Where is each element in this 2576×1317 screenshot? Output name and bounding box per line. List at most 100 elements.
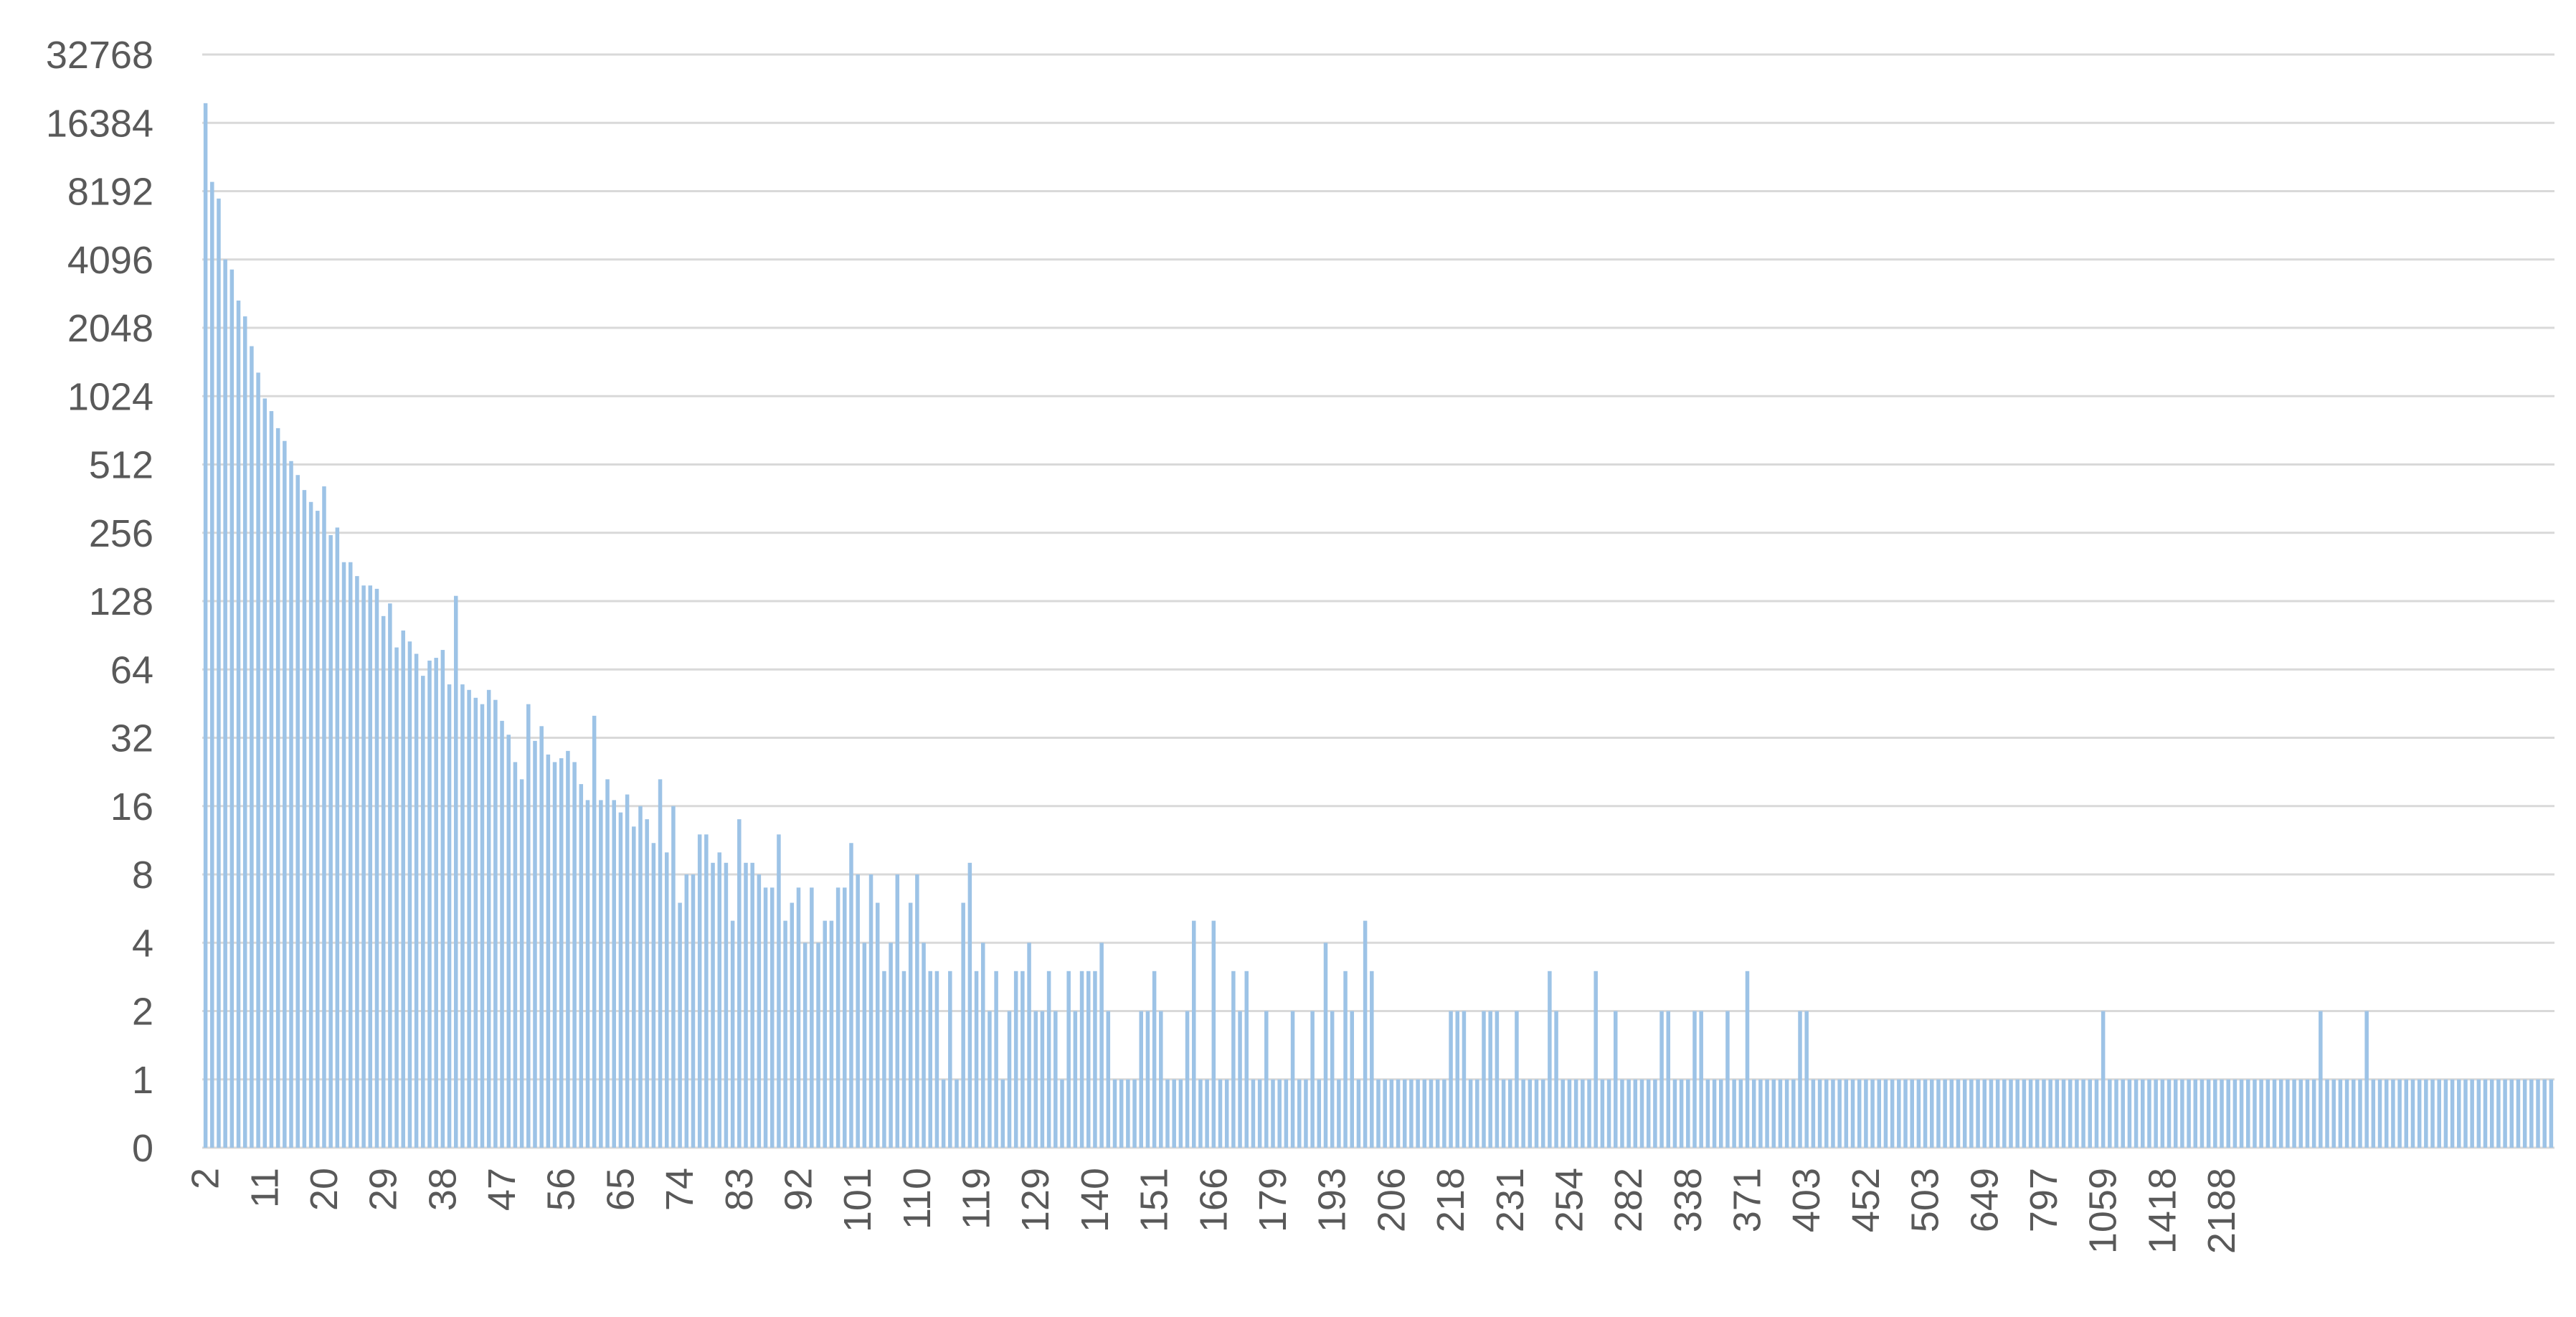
bar bbox=[1370, 971, 1374, 1148]
bar bbox=[500, 720, 504, 1148]
bar bbox=[1633, 1079, 1638, 1148]
bar bbox=[283, 440, 287, 1148]
bar bbox=[2272, 1079, 2277, 1148]
bar bbox=[1976, 1079, 1980, 1148]
bar bbox=[599, 800, 603, 1148]
y-tick-label: 128 bbox=[89, 580, 153, 623]
bar bbox=[1337, 1079, 1341, 1148]
x-tick-label: 282 bbox=[1607, 1168, 1650, 1232]
bar bbox=[2404, 1079, 2409, 1148]
bar bbox=[335, 527, 340, 1148]
bar bbox=[1290, 1011, 1295, 1148]
bar bbox=[289, 461, 293, 1148]
bar bbox=[1468, 1079, 1473, 1148]
bar bbox=[1751, 1079, 1756, 1148]
bar bbox=[1033, 1011, 1038, 1148]
bar bbox=[1732, 1079, 1736, 1148]
bar bbox=[2516, 1079, 2521, 1148]
bar bbox=[1798, 1011, 1802, 1148]
bar bbox=[242, 316, 247, 1148]
bar bbox=[1930, 1079, 1934, 1148]
bar bbox=[625, 794, 630, 1148]
bar bbox=[1817, 1079, 1822, 1148]
bar bbox=[1587, 1079, 1591, 1148]
bar bbox=[217, 198, 221, 1148]
bar bbox=[1594, 971, 1598, 1148]
bar bbox=[2463, 1079, 2468, 1148]
bar bbox=[2253, 1079, 2257, 1148]
bar bbox=[1191, 920, 1196, 1148]
bar bbox=[1027, 943, 1031, 1148]
bar bbox=[355, 576, 359, 1148]
bar bbox=[2536, 1079, 2540, 1148]
bar bbox=[1244, 971, 1249, 1148]
y-tick-label: 8 bbox=[132, 854, 153, 897]
bar bbox=[1969, 1079, 1974, 1148]
bar bbox=[658, 779, 663, 1148]
bar bbox=[1791, 1079, 1796, 1148]
bar bbox=[2377, 1079, 2382, 1148]
x-tick-label: 129 bbox=[1014, 1168, 1057, 1232]
x-tick-label: 503 bbox=[1904, 1168, 1947, 1232]
bar bbox=[1923, 1079, 1928, 1148]
bar bbox=[948, 971, 952, 1148]
bar bbox=[1844, 1079, 1849, 1148]
y-tick-label: 4096 bbox=[67, 239, 153, 282]
bar bbox=[1864, 1079, 1868, 1148]
bar bbox=[2226, 1079, 2230, 1148]
bar bbox=[1238, 1011, 1242, 1148]
bar bbox=[2384, 1079, 2389, 1148]
bar bbox=[361, 585, 366, 1148]
bar bbox=[1271, 1079, 1275, 1148]
bar bbox=[223, 259, 227, 1148]
bar bbox=[2187, 1079, 2191, 1148]
bar bbox=[810, 887, 814, 1148]
x-tick-label: 179 bbox=[1251, 1168, 1294, 1232]
x-tick-label: 151 bbox=[1133, 1168, 1176, 1232]
bar bbox=[1218, 1079, 1223, 1148]
bar bbox=[2278, 1079, 2283, 1148]
bar bbox=[2061, 1079, 2066, 1148]
bar bbox=[1501, 1079, 1506, 1148]
bar bbox=[955, 1079, 959, 1148]
x-tick-label: 452 bbox=[1845, 1168, 1888, 1232]
bar bbox=[856, 874, 860, 1148]
bar bbox=[1949, 1079, 1954, 1148]
bar bbox=[546, 754, 551, 1148]
bar bbox=[2022, 1079, 2027, 1148]
bar bbox=[229, 269, 235, 1148]
bar bbox=[2417, 1079, 2422, 1148]
bar bbox=[1389, 1079, 1394, 1148]
bar bbox=[1883, 1079, 1888, 1148]
bar bbox=[1837, 1079, 1842, 1148]
bar bbox=[2338, 1079, 2343, 1148]
bar bbox=[1712, 1079, 1717, 1148]
bar bbox=[632, 826, 636, 1148]
bar bbox=[1745, 971, 1750, 1148]
bar bbox=[295, 475, 300, 1148]
x-tick-label: 92 bbox=[777, 1168, 820, 1211]
y-tick-label: 2048 bbox=[67, 307, 153, 350]
bar bbox=[2048, 1079, 2052, 1148]
bar bbox=[434, 658, 438, 1148]
bar bbox=[2311, 1079, 2316, 1148]
bar bbox=[388, 603, 392, 1148]
bar bbox=[1765, 1079, 1769, 1148]
y-tick-label: 1024 bbox=[67, 375, 153, 418]
bar bbox=[1995, 1079, 2000, 1148]
bar bbox=[1672, 1079, 1677, 1148]
bar bbox=[823, 920, 827, 1148]
bar bbox=[467, 689, 471, 1148]
bar bbox=[2292, 1079, 2296, 1148]
bar bbox=[2430, 1079, 2435, 1148]
bar bbox=[1264, 1011, 1269, 1148]
bar bbox=[236, 301, 241, 1148]
bar bbox=[1356, 1079, 1361, 1148]
bar bbox=[671, 806, 676, 1148]
bar bbox=[506, 735, 511, 1148]
bar bbox=[1046, 971, 1051, 1148]
x-tick-label: 29 bbox=[362, 1168, 405, 1211]
y-tick-label: 512 bbox=[89, 444, 153, 487]
bar bbox=[967, 862, 972, 1148]
bar bbox=[374, 588, 379, 1148]
